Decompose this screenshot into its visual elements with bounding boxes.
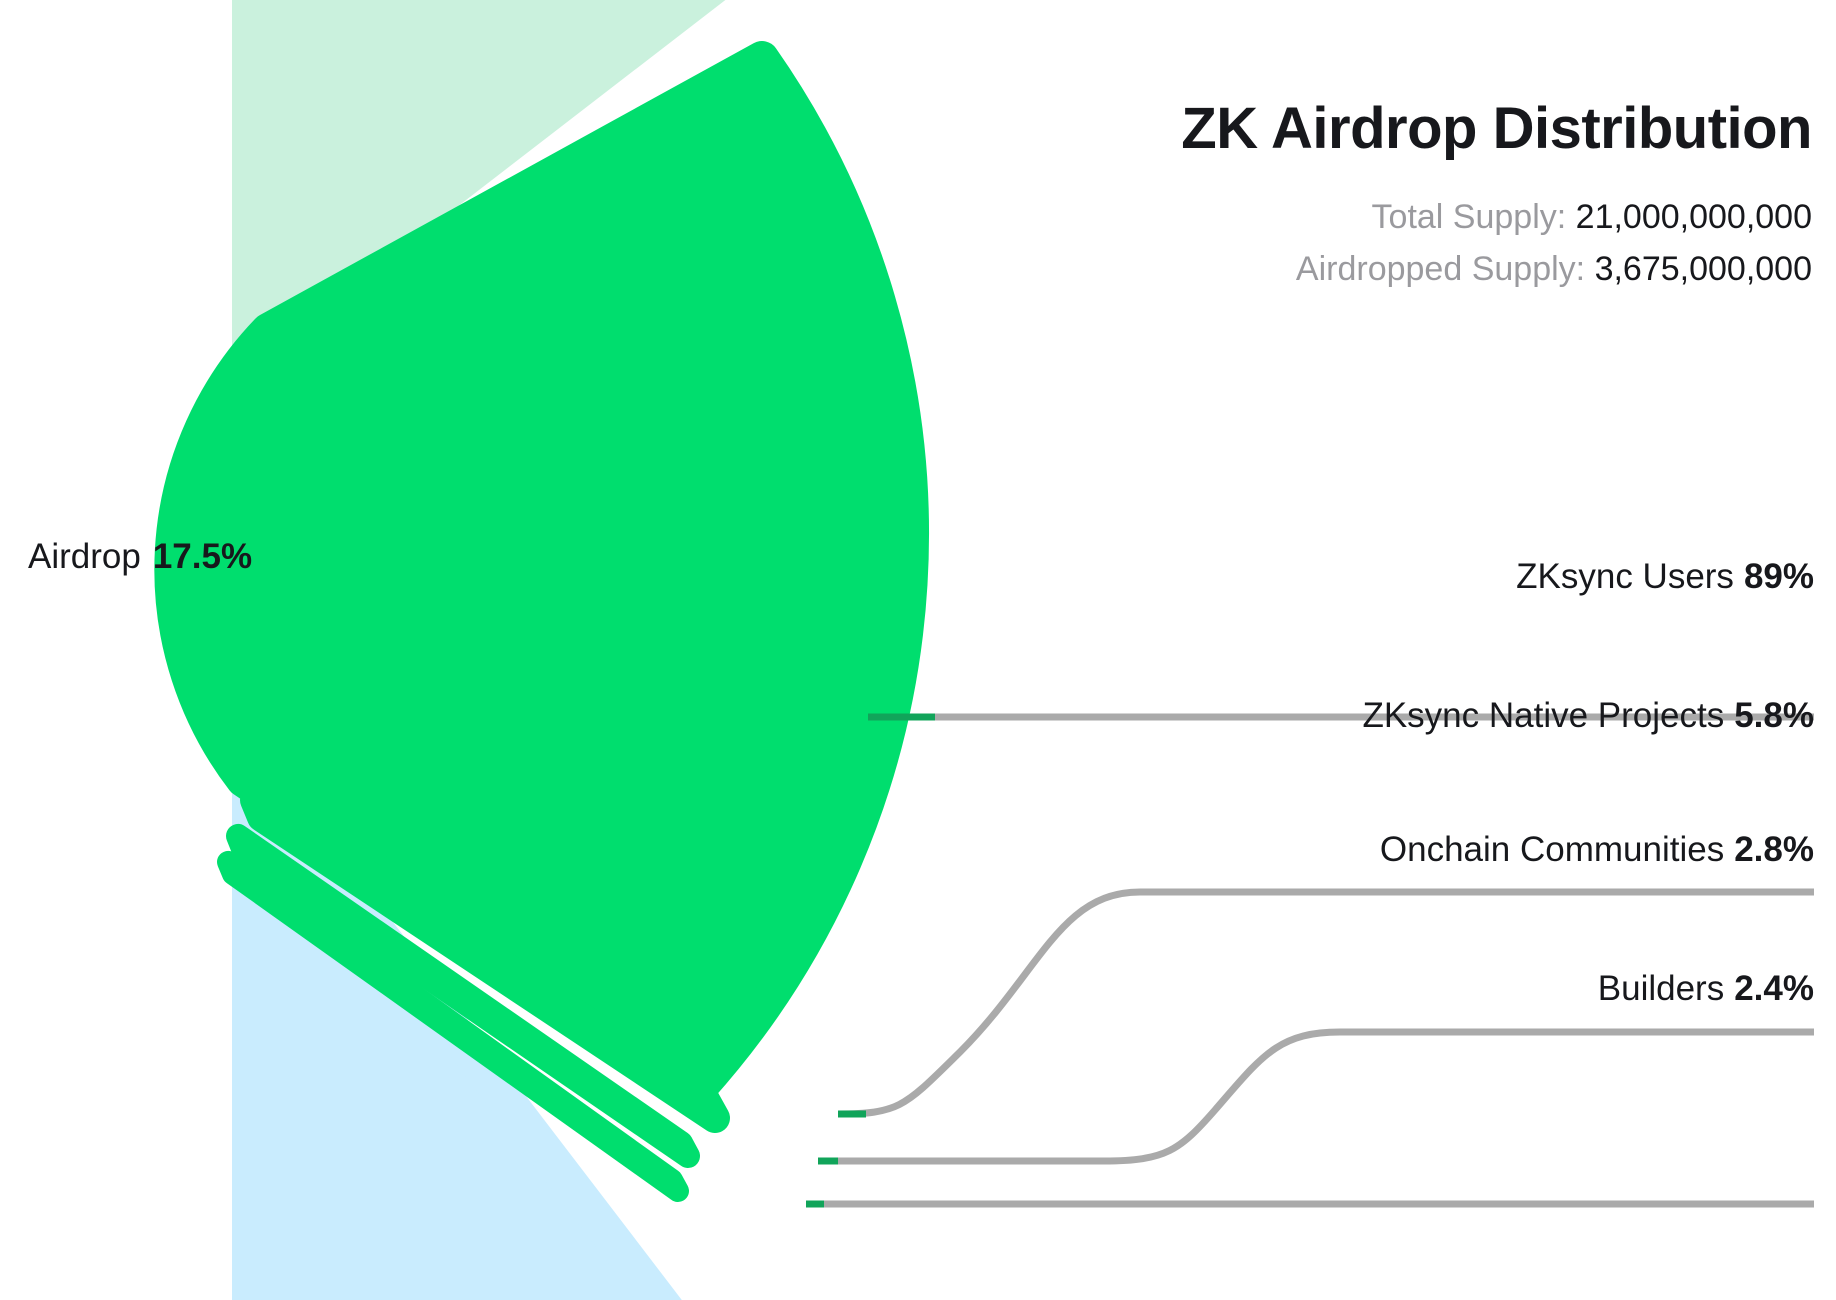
airdropped-supply-value: 3,675,000,000 bbox=[1594, 250, 1812, 288]
legend-label-zksync-users: ZKsync Users bbox=[1516, 557, 1734, 596]
legend-label-zksync-native-projects: ZKsync Native Projects bbox=[1362, 696, 1725, 735]
airdrop-segment-label: Airdrop 17.5% bbox=[28, 537, 252, 577]
legend-value-zksync-users: 89% bbox=[1743, 557, 1814, 596]
total-supply-value: 21,000,000,000 bbox=[1575, 198, 1812, 236]
arc-onchain-communities bbox=[226, 824, 700, 1168]
leader-line-onchain-communities bbox=[818, 1028, 1814, 1165]
airdropped-supply-label: Airdropped Supply: bbox=[1295, 250, 1586, 288]
legend-value-zksync-native-projects: 5.8% bbox=[1734, 696, 1814, 735]
legend-item-onchain-communities: Onchain Communities 2.8% bbox=[1380, 830, 1814, 870]
arc-zksync-users bbox=[154, 41, 929, 1105]
page-title: ZK Airdrop Distribution bbox=[1181, 96, 1812, 161]
airdropped-supply-row: Airdropped Supply: 3,675,000,000 bbox=[1296, 252, 1812, 286]
arc-builders bbox=[217, 851, 689, 1202]
legend-item-builders: Builders 2.4% bbox=[1598, 969, 1814, 1009]
airdrop-segment-value: 17.5% bbox=[152, 537, 253, 576]
airdrop-segment-name: Airdrop bbox=[28, 537, 141, 576]
legend-item-zksync-native-projects: ZKsync Native Projects 5.8% bbox=[1362, 696, 1814, 736]
legend-label-builders: Builders bbox=[1597, 969, 1725, 1008]
leader-line-zksync-native-projects bbox=[837, 888, 1814, 1118]
legend-value-onchain-communities: 2.8% bbox=[1734, 830, 1814, 869]
arc-zksync-native-projects bbox=[240, 785, 730, 1133]
total-supply-row: Total Supply: 21,000,000,000 bbox=[1372, 200, 1812, 234]
legend-label-onchain-communities: Onchain Communities bbox=[1379, 830, 1725, 869]
legend-value-builders: 2.4% bbox=[1734, 969, 1814, 1008]
legend-item-zksync-users: ZKsync Users 89% bbox=[1516, 557, 1814, 597]
total-supply-label: Total Supply: bbox=[1371, 198, 1567, 236]
leader-line-overlaps bbox=[806, 713, 935, 1208]
